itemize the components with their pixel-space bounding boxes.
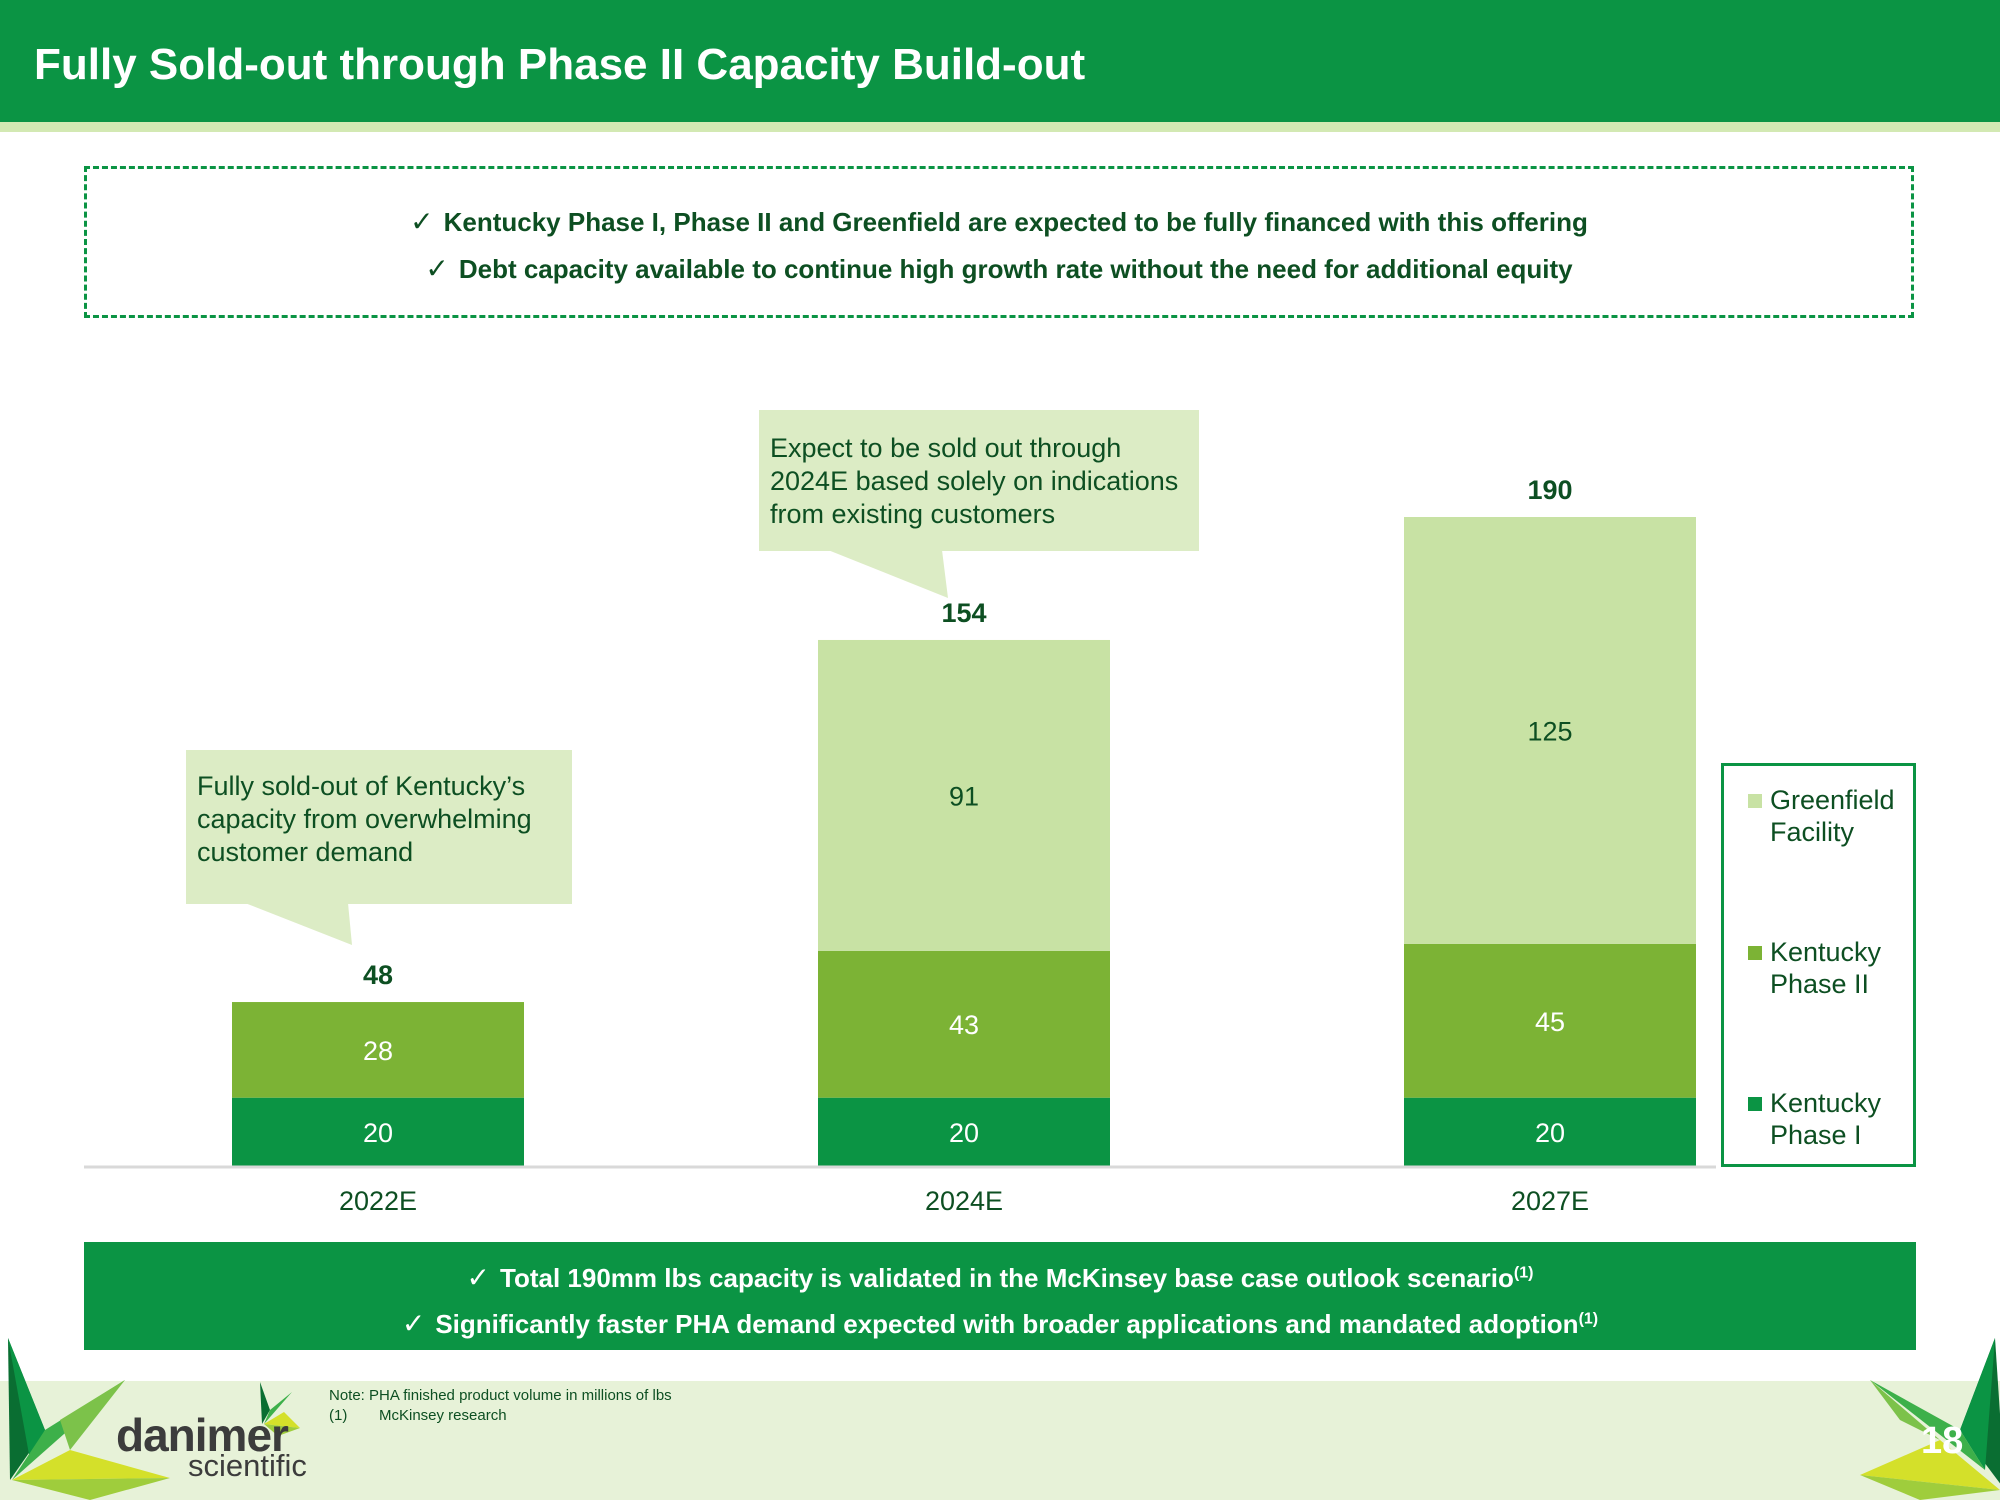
legend-label: Greenfield Facility — [1770, 785, 1895, 847]
total-value-label: 190 — [1527, 475, 1572, 505]
footnote-marker: (1) — [1578, 1310, 1599, 1328]
legend-swatch-kentucky-phase-i — [1748, 1097, 1762, 1111]
checkmark-icon: ✓ — [410, 205, 434, 238]
bar-segment-kentucky-phase-i-2027e — [1404, 1097, 1696, 1166]
leaf-decoration-right-icon — [1860, 1338, 2000, 1500]
note-text: Note: PHA finished product volume in mil… — [329, 1387, 672, 1404]
checkmark-icon: ✓ — [425, 252, 449, 285]
legend-swatch-greenfield — [1748, 794, 1762, 808]
bar-segment-kentucky-phase-ii-2027e — [1404, 943, 1696, 1098]
segment-value-label: 28 — [363, 1036, 393, 1066]
footnote-text: McKinsey research — [379, 1407, 507, 1424]
x-tick-label: 2027E — [1511, 1186, 1589, 1216]
validation-point-2: ✓ Significantly faster PHA demand expecte… — [84, 1307, 1916, 1340]
callout-2022: Fully sold-out of Kentucky’s capacity fr… — [186, 750, 572, 904]
logo-subtext: scientific — [188, 1448, 307, 1483]
callout-2024: Expect to be sold out through 2024E base… — [759, 410, 1199, 551]
legend-item-greenfield: Greenfield Facility — [1748, 784, 1920, 848]
segment-value-label: 45 — [1535, 1007, 1565, 1037]
slide-title: Fully Sold-out through Phase II Capacity… — [34, 40, 1086, 89]
key-points-box: ✓ Kentucky Phase I, Phase II and Greenfie… — [84, 166, 1914, 318]
validation-point-1: ✓ Total 190mm lbs capacity is validated i… — [84, 1261, 1916, 1294]
key-point-text: Kentucky Phase I, Phase II and Greenfiel… — [443, 207, 1588, 237]
key-point-text: Debt capacity available to continue high… — [458, 254, 1573, 284]
footnote-1: (1) McKinsey research — [329, 1406, 672, 1426]
callout-text: Fully sold-out of Kentucky’s capacity fr… — [197, 771, 532, 867]
footnote-marker: (1) — [1513, 1264, 1534, 1282]
legend-label: Kentucky Phase I — [1770, 1088, 1882, 1150]
segment-value-label: 125 — [1527, 716, 1572, 746]
key-point-2: ✓ Debt capacity available to continue hig… — [87, 252, 1911, 285]
page-number: 18 — [1921, 1420, 1964, 1462]
title-bar: Fully Sold-out through Phase II Capacity… — [0, 0, 2000, 122]
checkmark-icon: ✓ — [466, 1261, 490, 1294]
legend-item-kentucky-phase-ii: Kentucky Phase II — [1748, 936, 1920, 1000]
validation-text: Significantly faster PHA demand expected… — [435, 1309, 1579, 1339]
labels-group: 20 28 48 2022E 20 43 91 154 2024E 20 45 125 190 2027E — [339, 475, 1589, 1216]
segment-value-label: 91 — [949, 781, 979, 811]
segment-value-label: 20 — [949, 1118, 979, 1148]
bar-segment-greenfield-facility-2024e — [818, 639, 1110, 951]
danimer-logo-mark-icon — [260, 1382, 300, 1436]
title-accent-stripe — [0, 122, 2000, 132]
total-value-label: 48 — [363, 960, 393, 990]
bar-segment-kentucky-phase-i-2022e — [232, 1097, 524, 1166]
legend-item-kentucky-phase-i: Kentucky Phase I — [1748, 1087, 1920, 1151]
x-tick-label: 2022E — [339, 1186, 417, 1216]
logo-wordmark: danimer — [116, 1409, 289, 1461]
segment-value-label: 43 — [949, 1010, 979, 1040]
segment-value-label: 20 — [1535, 1118, 1565, 1148]
footnotes: Note: PHA finished product volume in mil… — [329, 1386, 672, 1426]
x-tick-label: 2024E — [925, 1186, 1003, 1216]
validation-box: ✓ Total 190mm lbs capacity is validated i… — [84, 1242, 1916, 1350]
leaf-decoration-left-icon — [8, 1338, 170, 1500]
bar-segment-greenfield-facility-2027e — [1404, 517, 1696, 944]
footnote-ref: (1) — [329, 1407, 348, 1424]
validation-text: Total 190mm lbs capacity is validated in… — [500, 1263, 1514, 1293]
bar-segment-kentucky-phase-ii-2022e — [232, 1002, 524, 1098]
callout-text: Expect to be sold out through 2024E base… — [770, 433, 1179, 529]
legend-label: Kentucky Phase II — [1770, 937, 1882, 999]
checkmark-icon: ✓ — [401, 1307, 426, 1340]
bar-segment-kentucky-phase-i-2024e — [818, 1097, 1110, 1166]
legend-swatch-kentucky-phase-ii — [1748, 946, 1762, 960]
chart-legend: Greenfield Facility Kentucky Phase II Ke… — [1721, 763, 1916, 1167]
bars-group — [232, 517, 1696, 1166]
key-point-1: ✓ Kentucky Phase I, Phase II and Greenfie… — [87, 205, 1911, 238]
footer-band — [0, 1381, 2000, 1500]
segment-value-label: 20 — [363, 1118, 393, 1148]
total-value-label: 154 — [941, 598, 986, 628]
bar-segment-kentucky-phase-ii-2024e — [818, 950, 1110, 1098]
